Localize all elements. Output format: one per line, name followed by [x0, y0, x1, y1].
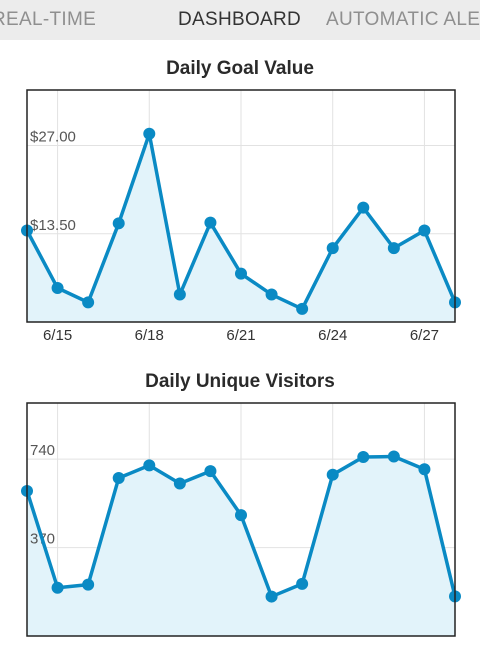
data-point	[326, 242, 339, 255]
data-point	[204, 465, 217, 478]
y-tick-label: 740	[30, 442, 55, 459]
data-point	[51, 581, 64, 594]
y-tick-label: $13.50	[30, 217, 76, 234]
data-point	[296, 577, 309, 590]
data-point	[82, 578, 95, 591]
data-point	[326, 468, 339, 481]
series-area	[27, 456, 455, 636]
tab-real-time[interactable]: REAL-TIME	[0, 9, 97, 30]
data-point	[173, 288, 186, 301]
data-point	[418, 463, 431, 476]
data-point	[265, 590, 278, 603]
data-point	[357, 201, 370, 214]
tab-bar: REAL-TIME DASHBOARD AUTOMATIC ALERTS	[0, 0, 480, 40]
x-tick-label: 6/18	[135, 327, 164, 344]
plot-frame	[26, 402, 456, 637]
data-point	[387, 450, 400, 463]
data-point	[204, 216, 217, 229]
data-point	[235, 267, 247, 280]
data-point	[143, 127, 156, 140]
plot-frame	[26, 89, 456, 323]
chart-title: Daily Goal Value	[166, 58, 314, 79]
tab-automatic-alerts[interactable]: AUTOMATIC ALERTS	[326, 9, 480, 30]
data-point	[235, 509, 247, 522]
data-point	[112, 472, 125, 485]
x-tick-label: 6/27	[410, 327, 439, 344]
x-tick-label: 6/15	[43, 327, 72, 344]
x-tick-label: 6/21	[226, 327, 255, 344]
data-point	[357, 451, 370, 464]
data-point	[173, 477, 186, 490]
data-point	[387, 242, 400, 255]
y-tick-label: $27.00	[30, 129, 76, 146]
data-point	[296, 302, 309, 315]
data-point	[51, 282, 64, 295]
x-tick-label: 6/24	[318, 327, 347, 344]
data-point	[265, 288, 278, 301]
tab-dashboard[interactable]: DASHBOARD	[178, 9, 302, 30]
data-point	[143, 459, 156, 472]
data-point	[112, 217, 125, 230]
data-point	[82, 296, 95, 309]
data-point	[418, 224, 431, 237]
goal-value-chart: $13.50 $27.00 6/15 6/18 6/21 6/24 6/27	[21, 89, 461, 344]
chart-title: Daily Unique Visitors	[145, 371, 335, 392]
